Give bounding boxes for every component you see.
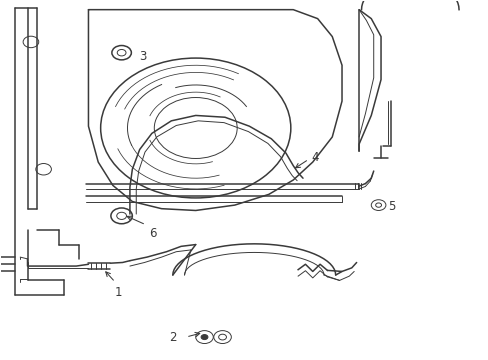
Text: 3: 3	[140, 50, 147, 63]
Text: 1: 1	[115, 286, 122, 299]
Text: 6: 6	[149, 226, 157, 240]
Circle shape	[201, 334, 207, 339]
Text: 2: 2	[168, 330, 176, 343]
Text: 5: 5	[387, 201, 395, 213]
Text: 4: 4	[311, 151, 319, 164]
